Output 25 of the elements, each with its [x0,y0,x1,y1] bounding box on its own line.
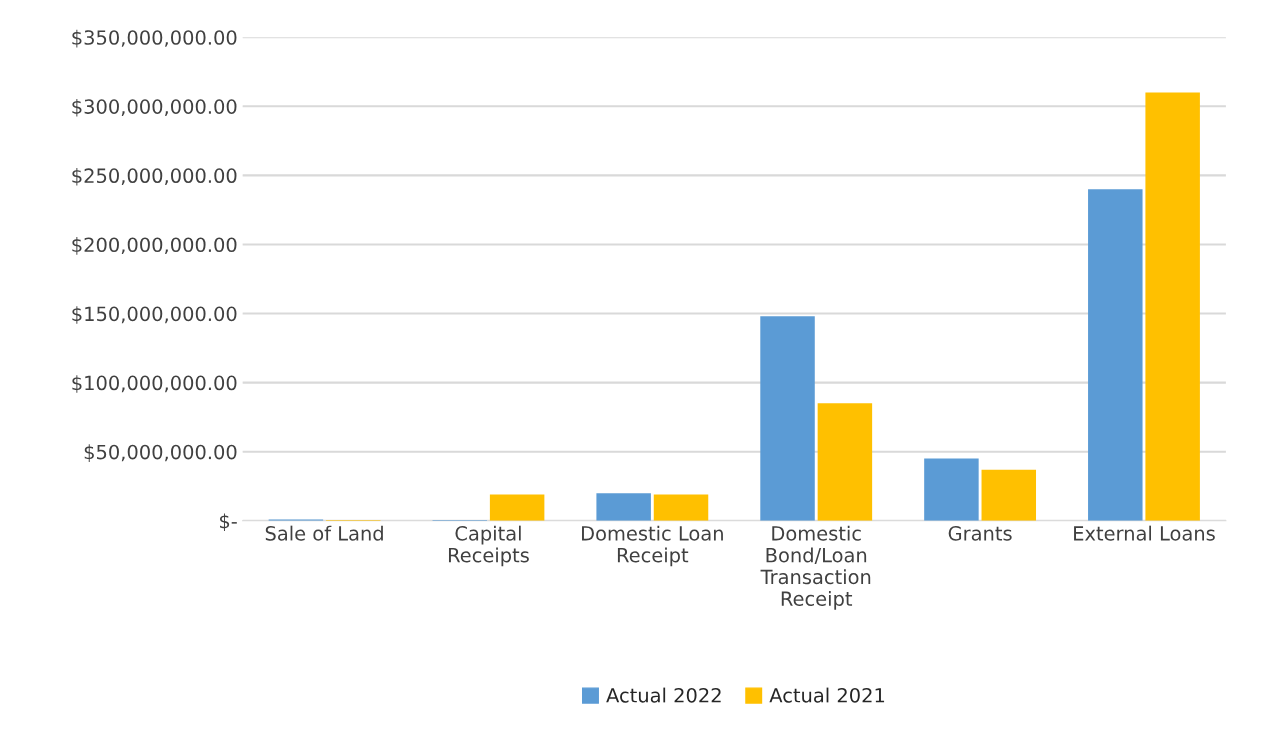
y-tick-label: $50,000,000.00 [84,444,237,462]
legend-label: Actual 2021 [769,687,885,703]
y-tick-label: $350,000,000.00 [72,29,237,48]
x-tick-label: Grants [948,526,1012,541]
x-tick-label: Sale of Land [265,525,383,541]
y-tick-label: $100,000,000.00 [72,375,237,393]
y-tick-label: $300,000,000.00 [72,98,237,117]
bar [1145,92,1200,521]
y-tick-label: $200,000,000.00 [72,237,237,255]
x-tick-label: Domestic Loan Receipt [582,525,723,567]
bar [981,469,1037,521]
bar [653,494,709,521]
bar [489,494,545,521]
bar [1088,189,1143,521]
x-tick-label: Domestic Bond/Loan Transaction Receipt [760,525,871,610]
legend-label: Actual 2022 [606,687,721,703]
bar [924,458,979,521]
bar [596,493,651,521]
x-tick-label: External Loans [1074,525,1215,541]
x-tick-label: Capital Receipts [448,525,529,567]
y-tick-label: $250,000,000.00 [72,167,237,186]
y-tick-label: $150,000,000.00 [72,306,237,324]
y-tick-label: $- [220,513,237,532]
bar [817,403,873,521]
bar [760,316,815,521]
